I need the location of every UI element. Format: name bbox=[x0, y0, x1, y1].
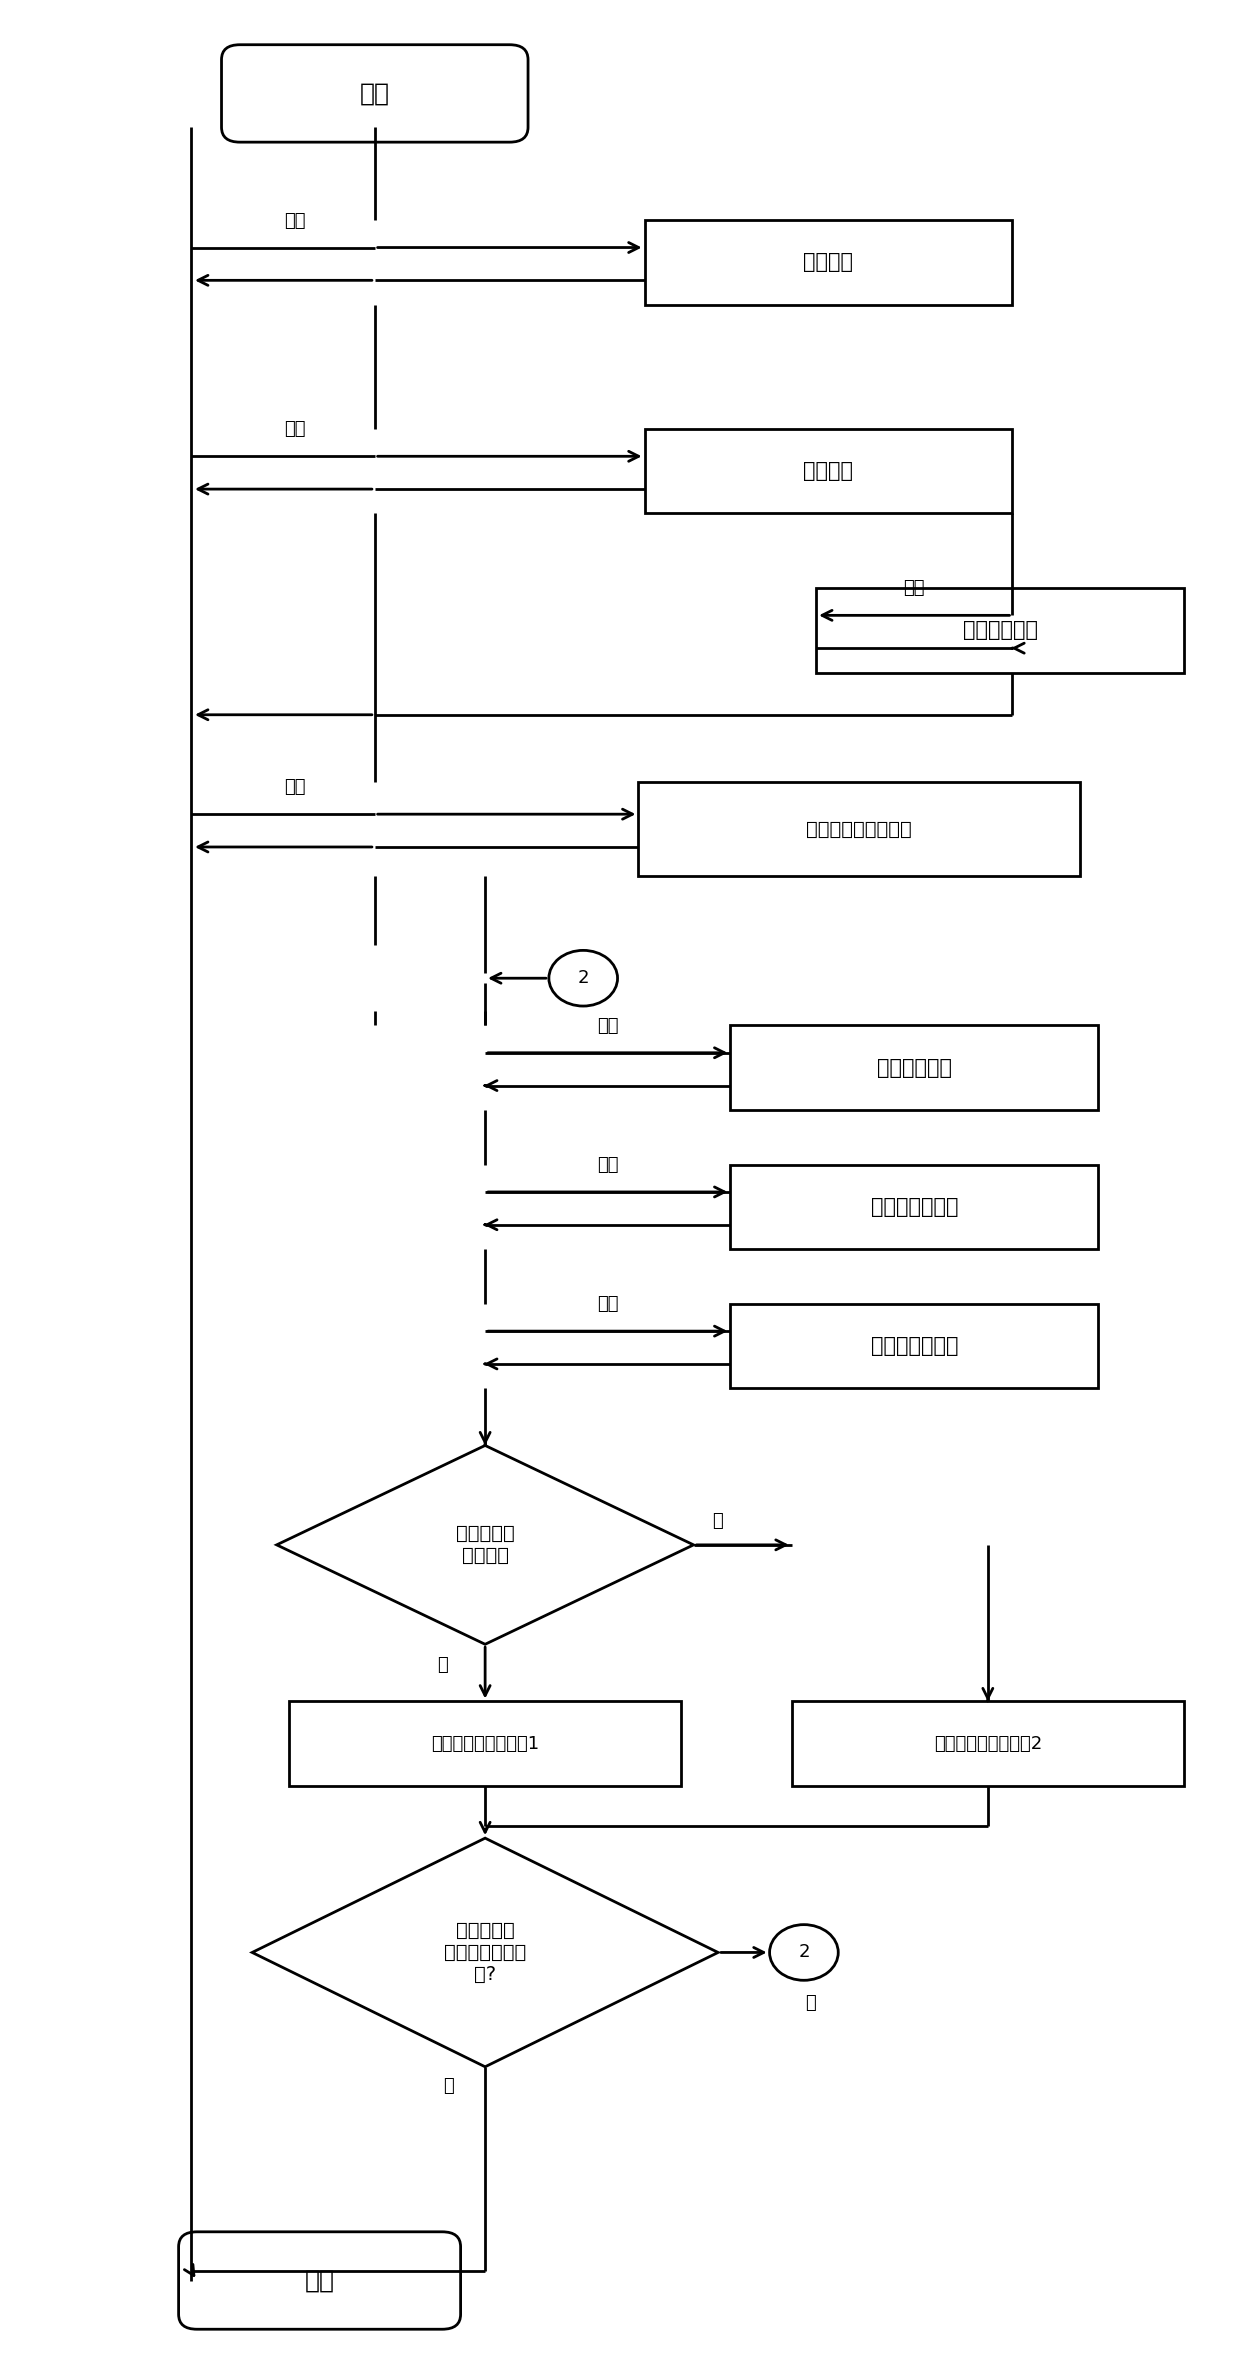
Text: 几何计算模块: 几何计算模块 bbox=[962, 620, 1038, 639]
Bar bbox=[730, 1304, 1099, 1389]
Bar bbox=[730, 1165, 1099, 1250]
Text: 调用: 调用 bbox=[596, 1018, 619, 1034]
Bar bbox=[639, 781, 1080, 876]
Text: 否: 否 bbox=[712, 1513, 723, 1529]
Text: 结束: 结束 bbox=[305, 2268, 335, 2294]
Bar bbox=[730, 1025, 1099, 1110]
Text: 过、再热器计算模块1: 过、再热器计算模块1 bbox=[432, 1735, 539, 1752]
Text: 水冷壁出口
产生蒸汽: 水冷壁出口 产生蒸汽 bbox=[456, 1524, 515, 1565]
Bar bbox=[645, 220, 1012, 305]
Text: 燃烧模块: 燃烧模块 bbox=[804, 253, 853, 272]
Text: 否: 否 bbox=[805, 1995, 816, 2012]
Text: 是: 是 bbox=[436, 1657, 448, 1673]
Text: 调用: 调用 bbox=[284, 211, 306, 230]
Text: 输入模块: 输入模块 bbox=[804, 462, 853, 481]
Text: 过、再热器计算模块2: 过、再热器计算模块2 bbox=[934, 1735, 1042, 1752]
Text: 流动换热计算主模块: 流动换热计算主模块 bbox=[806, 819, 911, 838]
Bar bbox=[791, 1702, 1184, 1787]
Bar bbox=[645, 428, 1012, 514]
Text: 水冷壁计算模块: 水冷壁计算模块 bbox=[870, 1335, 959, 1356]
Text: 2: 2 bbox=[578, 968, 589, 987]
Text: 燃烧计算模块: 燃烧计算模块 bbox=[877, 1058, 952, 1077]
Text: 2: 2 bbox=[799, 1943, 810, 1962]
Text: 主蒸汽流量
满足相应负荷条
件?: 主蒸汽流量 满足相应负荷条 件? bbox=[444, 1922, 526, 1984]
Text: 开始: 开始 bbox=[360, 80, 389, 107]
Text: 调用: 调用 bbox=[284, 779, 306, 795]
Bar bbox=[289, 1702, 681, 1787]
Text: 水流程计算模块: 水流程计算模块 bbox=[870, 1198, 959, 1217]
Text: 调用: 调用 bbox=[904, 580, 925, 596]
Text: 调用: 调用 bbox=[596, 1155, 619, 1174]
Text: 调用: 调用 bbox=[284, 421, 306, 438]
Bar bbox=[816, 587, 1184, 672]
Text: 是: 是 bbox=[443, 2076, 454, 2095]
Text: 调用: 调用 bbox=[596, 1295, 619, 1314]
